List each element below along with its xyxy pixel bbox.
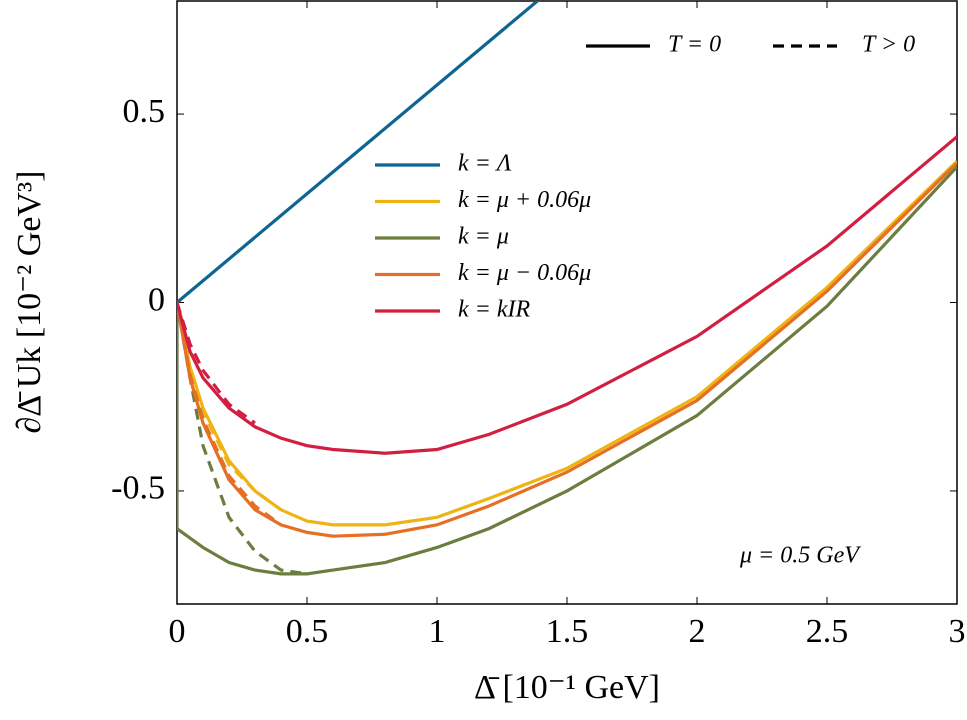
legend-label: k = μ − 0.06μ <box>458 260 591 286</box>
x-tick-label: 2 <box>689 613 706 650</box>
legend-label: k = kIR <box>458 297 530 323</box>
y-tick-label: 0.5 <box>123 93 166 130</box>
x-tick-label: 1 <box>429 613 446 650</box>
series-line <box>177 165 957 576</box>
series-line <box>177 302 308 576</box>
x-tick-label: 2.5 <box>806 613 849 650</box>
annotation: μ = 0.5 GeV <box>739 543 861 569</box>
series-line <box>177 160 957 527</box>
series-line <box>177 135 957 455</box>
plot-lines <box>177 1 957 576</box>
series-line <box>177 1 540 304</box>
style-label: T > 0 <box>862 32 915 58</box>
x-tick-label: 0 <box>169 613 186 650</box>
x-tick-label: 1.5 <box>546 613 589 650</box>
series-line <box>177 161 957 538</box>
series-line <box>177 302 282 527</box>
x-tick-label: 3 <box>949 613 966 650</box>
y-tick-label: -0.5 <box>111 470 165 507</box>
style-label: T = 0 <box>668 32 721 58</box>
plot-frame <box>176 0 958 605</box>
y-axis-label: ∂Δ̄ Uk [10⁻² GeV³] <box>11 170 48 433</box>
legend-label: k = μ <box>458 224 509 250</box>
x-axis-label: Δ̄ [10⁻¹ GeV] <box>474 669 660 706</box>
y-tick-label: 0 <box>148 281 165 318</box>
x-tick-label: 0.5 <box>286 613 329 650</box>
legend-label: k = Λ <box>458 151 512 177</box>
legend-label: k = μ + 0.06μ <box>458 187 591 213</box>
